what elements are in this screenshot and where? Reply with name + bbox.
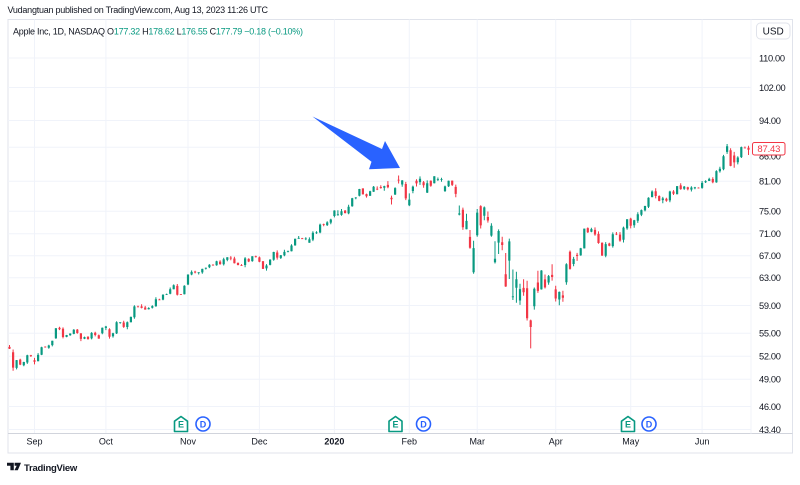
- svg-text:71.00: 71.00: [759, 229, 781, 239]
- svg-text:E: E: [178, 419, 184, 429]
- svg-text:Feb: Feb: [402, 437, 418, 447]
- svg-text:D: D: [646, 419, 653, 429]
- svg-text:49.00: 49.00: [759, 375, 781, 385]
- svg-text:2020: 2020: [324, 437, 344, 447]
- svg-text:E: E: [625, 419, 631, 429]
- svg-text:86.00: 86.00: [759, 152, 781, 162]
- svg-text:75.00: 75.00: [759, 207, 781, 217]
- svg-text:81.00: 81.00: [759, 177, 781, 187]
- svg-text:59.00: 59.00: [759, 301, 781, 311]
- svg-text:102.00: 102.00: [759, 83, 786, 93]
- svg-text:D: D: [420, 419, 427, 429]
- svg-text:46.00: 46.00: [759, 402, 781, 412]
- svg-text:USD: USD: [763, 27, 784, 38]
- svg-text:Jun: Jun: [695, 437, 710, 447]
- svg-text:E: E: [392, 419, 398, 429]
- svg-text:Vudangtuan published on Tradin: Vudangtuan published on TradingView.com,…: [8, 5, 269, 15]
- svg-text:55.00: 55.00: [759, 329, 781, 339]
- svg-text:Sep: Sep: [26, 437, 42, 447]
- svg-text:52.00: 52.00: [759, 352, 781, 362]
- svg-text:94.00: 94.00: [759, 116, 781, 126]
- svg-text:Mar: Mar: [469, 437, 485, 447]
- svg-text:67.00: 67.00: [759, 251, 781, 261]
- svg-text:Apr: Apr: [549, 437, 563, 447]
- svg-text:43.40: 43.40: [759, 425, 781, 435]
- svg-text:TradingView: TradingView: [24, 463, 78, 474]
- svg-text:87.43: 87.43: [757, 144, 780, 155]
- svg-text:D: D: [200, 419, 207, 429]
- svg-text:63.00: 63.00: [759, 273, 781, 283]
- svg-text:Apple Inc, 1D, NASDAQ O177.32: Apple Inc, 1D, NASDAQ O177.32 H178.62 L1…: [13, 26, 303, 36]
- svg-text:Oct: Oct: [99, 437, 114, 447]
- svg-text:Nov: Nov: [180, 437, 197, 447]
- svg-text:May: May: [622, 437, 640, 447]
- svg-text:110.00: 110.00: [759, 53, 785, 63]
- svg-text:Dec: Dec: [251, 437, 268, 447]
